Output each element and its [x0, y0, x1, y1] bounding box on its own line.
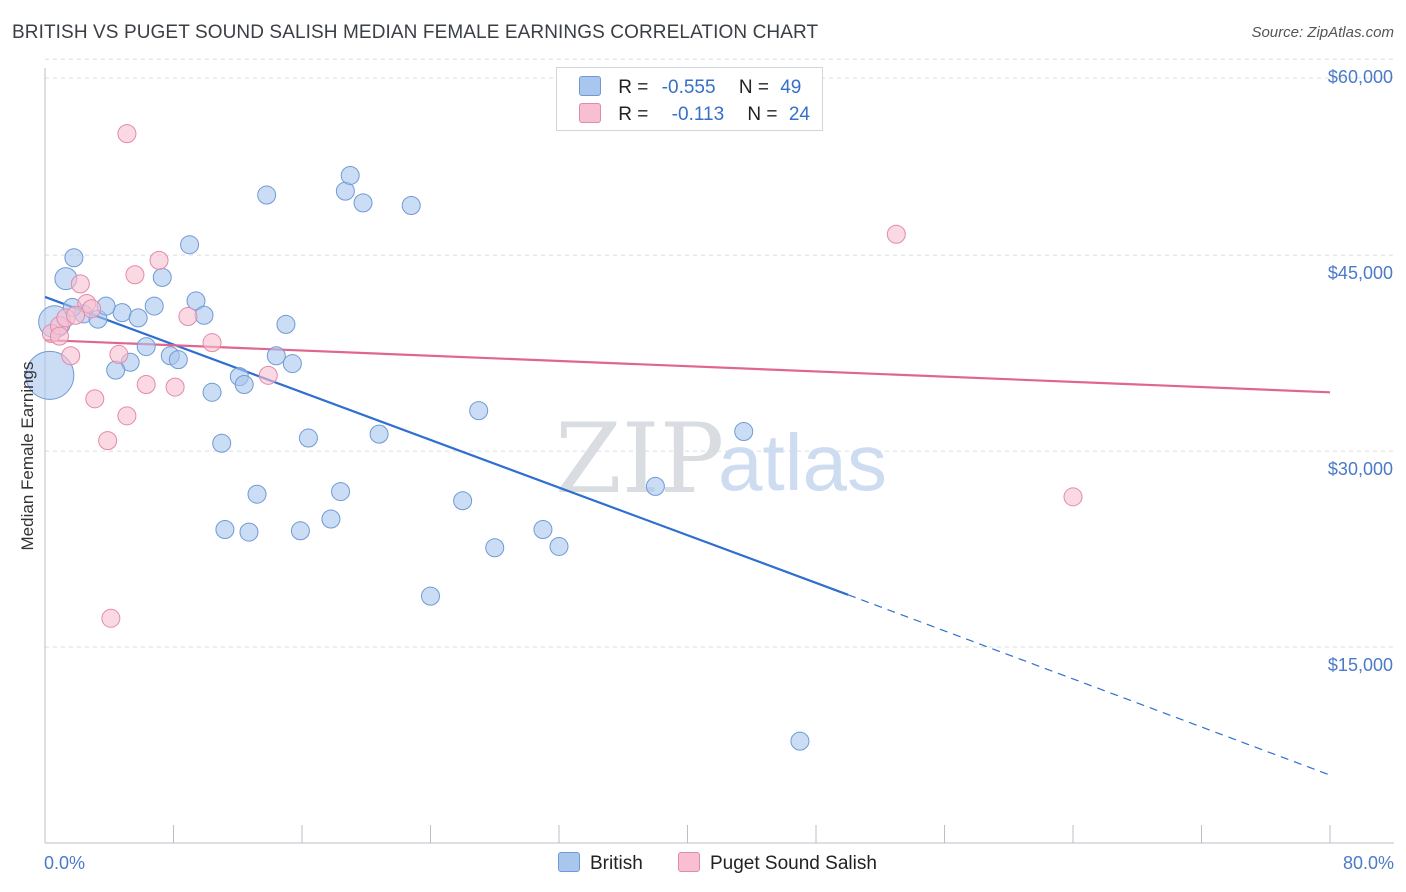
salish-point	[136, 374, 156, 394]
british-point	[106, 360, 126, 380]
british-point	[215, 519, 235, 539]
bottom-legend-salish: Puget Sound Salish	[678, 852, 877, 875]
british-point	[790, 731, 810, 751]
british-point	[549, 536, 569, 556]
british-point	[298, 428, 318, 448]
british-point	[212, 433, 232, 453]
chart-source: Source: ZipAtlas.com	[1251, 24, 1394, 41]
british-point	[257, 185, 277, 205]
legend-row-salish: R = -0.113 N = 24	[579, 103, 810, 127]
british-trend-extension	[847, 594, 1331, 776]
british-point	[734, 422, 754, 441]
british-point	[186, 291, 206, 311]
british-point	[645, 476, 665, 496]
british-point	[168, 350, 188, 370]
british-point	[234, 374, 254, 394]
british-point	[401, 196, 421, 216]
british-point	[152, 267, 172, 287]
legend-r-value: -0.555	[661, 77, 716, 98]
salish-point	[1063, 487, 1083, 507]
british-point	[453, 491, 473, 511]
salish-point	[85, 389, 105, 409]
y-tick-label: $60,000	[1328, 67, 1393, 87]
y-tick-label: $15,000	[1328, 655, 1393, 675]
legend-n-label: N =	[738, 77, 769, 98]
salish-point	[98, 431, 118, 451]
bottom-legend-salish-label: Puget Sound Salish	[710, 853, 877, 874]
british-point	[247, 484, 267, 504]
bottom-legend-british: British	[558, 852, 643, 875]
british-point	[469, 401, 489, 421]
salish-point	[109, 344, 129, 364]
british-point	[64, 248, 84, 268]
correlation-legend: R = -0.555 N = 49 R = -0.113 N = 24	[556, 67, 823, 131]
british-point	[136, 337, 156, 357]
legend-n-value: 49	[780, 77, 802, 98]
british-point	[421, 586, 440, 606]
british-swatch	[579, 76, 601, 96]
british-point	[485, 538, 505, 558]
y-tick-labels: $15,000 $30,000 $45,000 $60,000	[1328, 67, 1393, 675]
watermark-zip: ZIP	[555, 403, 724, 515]
british-point	[180, 235, 200, 255]
trend-lines	[44, 295, 1331, 776]
british-point	[331, 482, 351, 502]
british-point	[369, 424, 389, 444]
x-tick-label-min: 0.0%	[44, 853, 85, 873]
legend-row-british: R = -0.555 N = 49	[579, 76, 801, 100]
british-point	[321, 509, 341, 529]
salish-point	[125, 265, 145, 285]
salish-point	[149, 250, 169, 270]
british-point	[353, 193, 373, 213]
british-point	[128, 308, 148, 328]
legend-r-value: -0.113	[671, 104, 725, 125]
british-point	[25, 350, 75, 400]
salish-point	[117, 406, 137, 426]
salish-point	[202, 333, 222, 353]
watermark: ZIP atlas	[555, 403, 887, 515]
legend-r-label: R =	[618, 104, 649, 125]
axes	[44, 68, 1394, 844]
chart-title: BRITISH VS PUGET SOUND SALISH MEDIAN FEM…	[12, 22, 819, 43]
salish-point	[101, 608, 121, 628]
salish-swatch	[579, 103, 601, 123]
british-point	[533, 519, 553, 539]
salish-point	[82, 299, 102, 319]
legend-n-value: 24	[788, 104, 810, 125]
british-point	[340, 165, 360, 185]
salish-point	[61, 346, 81, 366]
salish-swatch	[678, 852, 700, 872]
salish-point	[165, 377, 185, 397]
x-tick-label-max: 80.0%	[1343, 853, 1394, 873]
y-tick-label: $30,000	[1328, 459, 1393, 479]
salish-point	[117, 124, 137, 144]
salish-point	[66, 305, 86, 325]
y-tick-label: $45,000	[1328, 263, 1393, 283]
y-axis-title: Median Female Earnings	[18, 362, 37, 551]
salish-point	[178, 307, 198, 327]
british-point	[112, 303, 132, 323]
salish-point	[49, 326, 69, 346]
british-swatch	[558, 852, 580, 872]
british-point	[144, 296, 164, 316]
legend-r-label: R =	[618, 77, 649, 98]
british-point	[276, 314, 296, 334]
british-point	[282, 354, 302, 374]
salish-point	[886, 224, 906, 244]
data-points	[25, 124, 1083, 751]
british-point	[239, 522, 259, 542]
british-point	[202, 382, 222, 402]
british-point	[290, 521, 310, 541]
bottom-legend-british-label: British	[590, 853, 643, 874]
legend-n-label: N =	[747, 104, 778, 125]
british-point	[194, 305, 214, 325]
salish-point	[258, 365, 278, 385]
salish-point	[70, 274, 90, 294]
salish-trend-line	[44, 338, 1331, 394]
grid-lines	[45, 58, 1394, 648]
british-point	[266, 346, 286, 366]
